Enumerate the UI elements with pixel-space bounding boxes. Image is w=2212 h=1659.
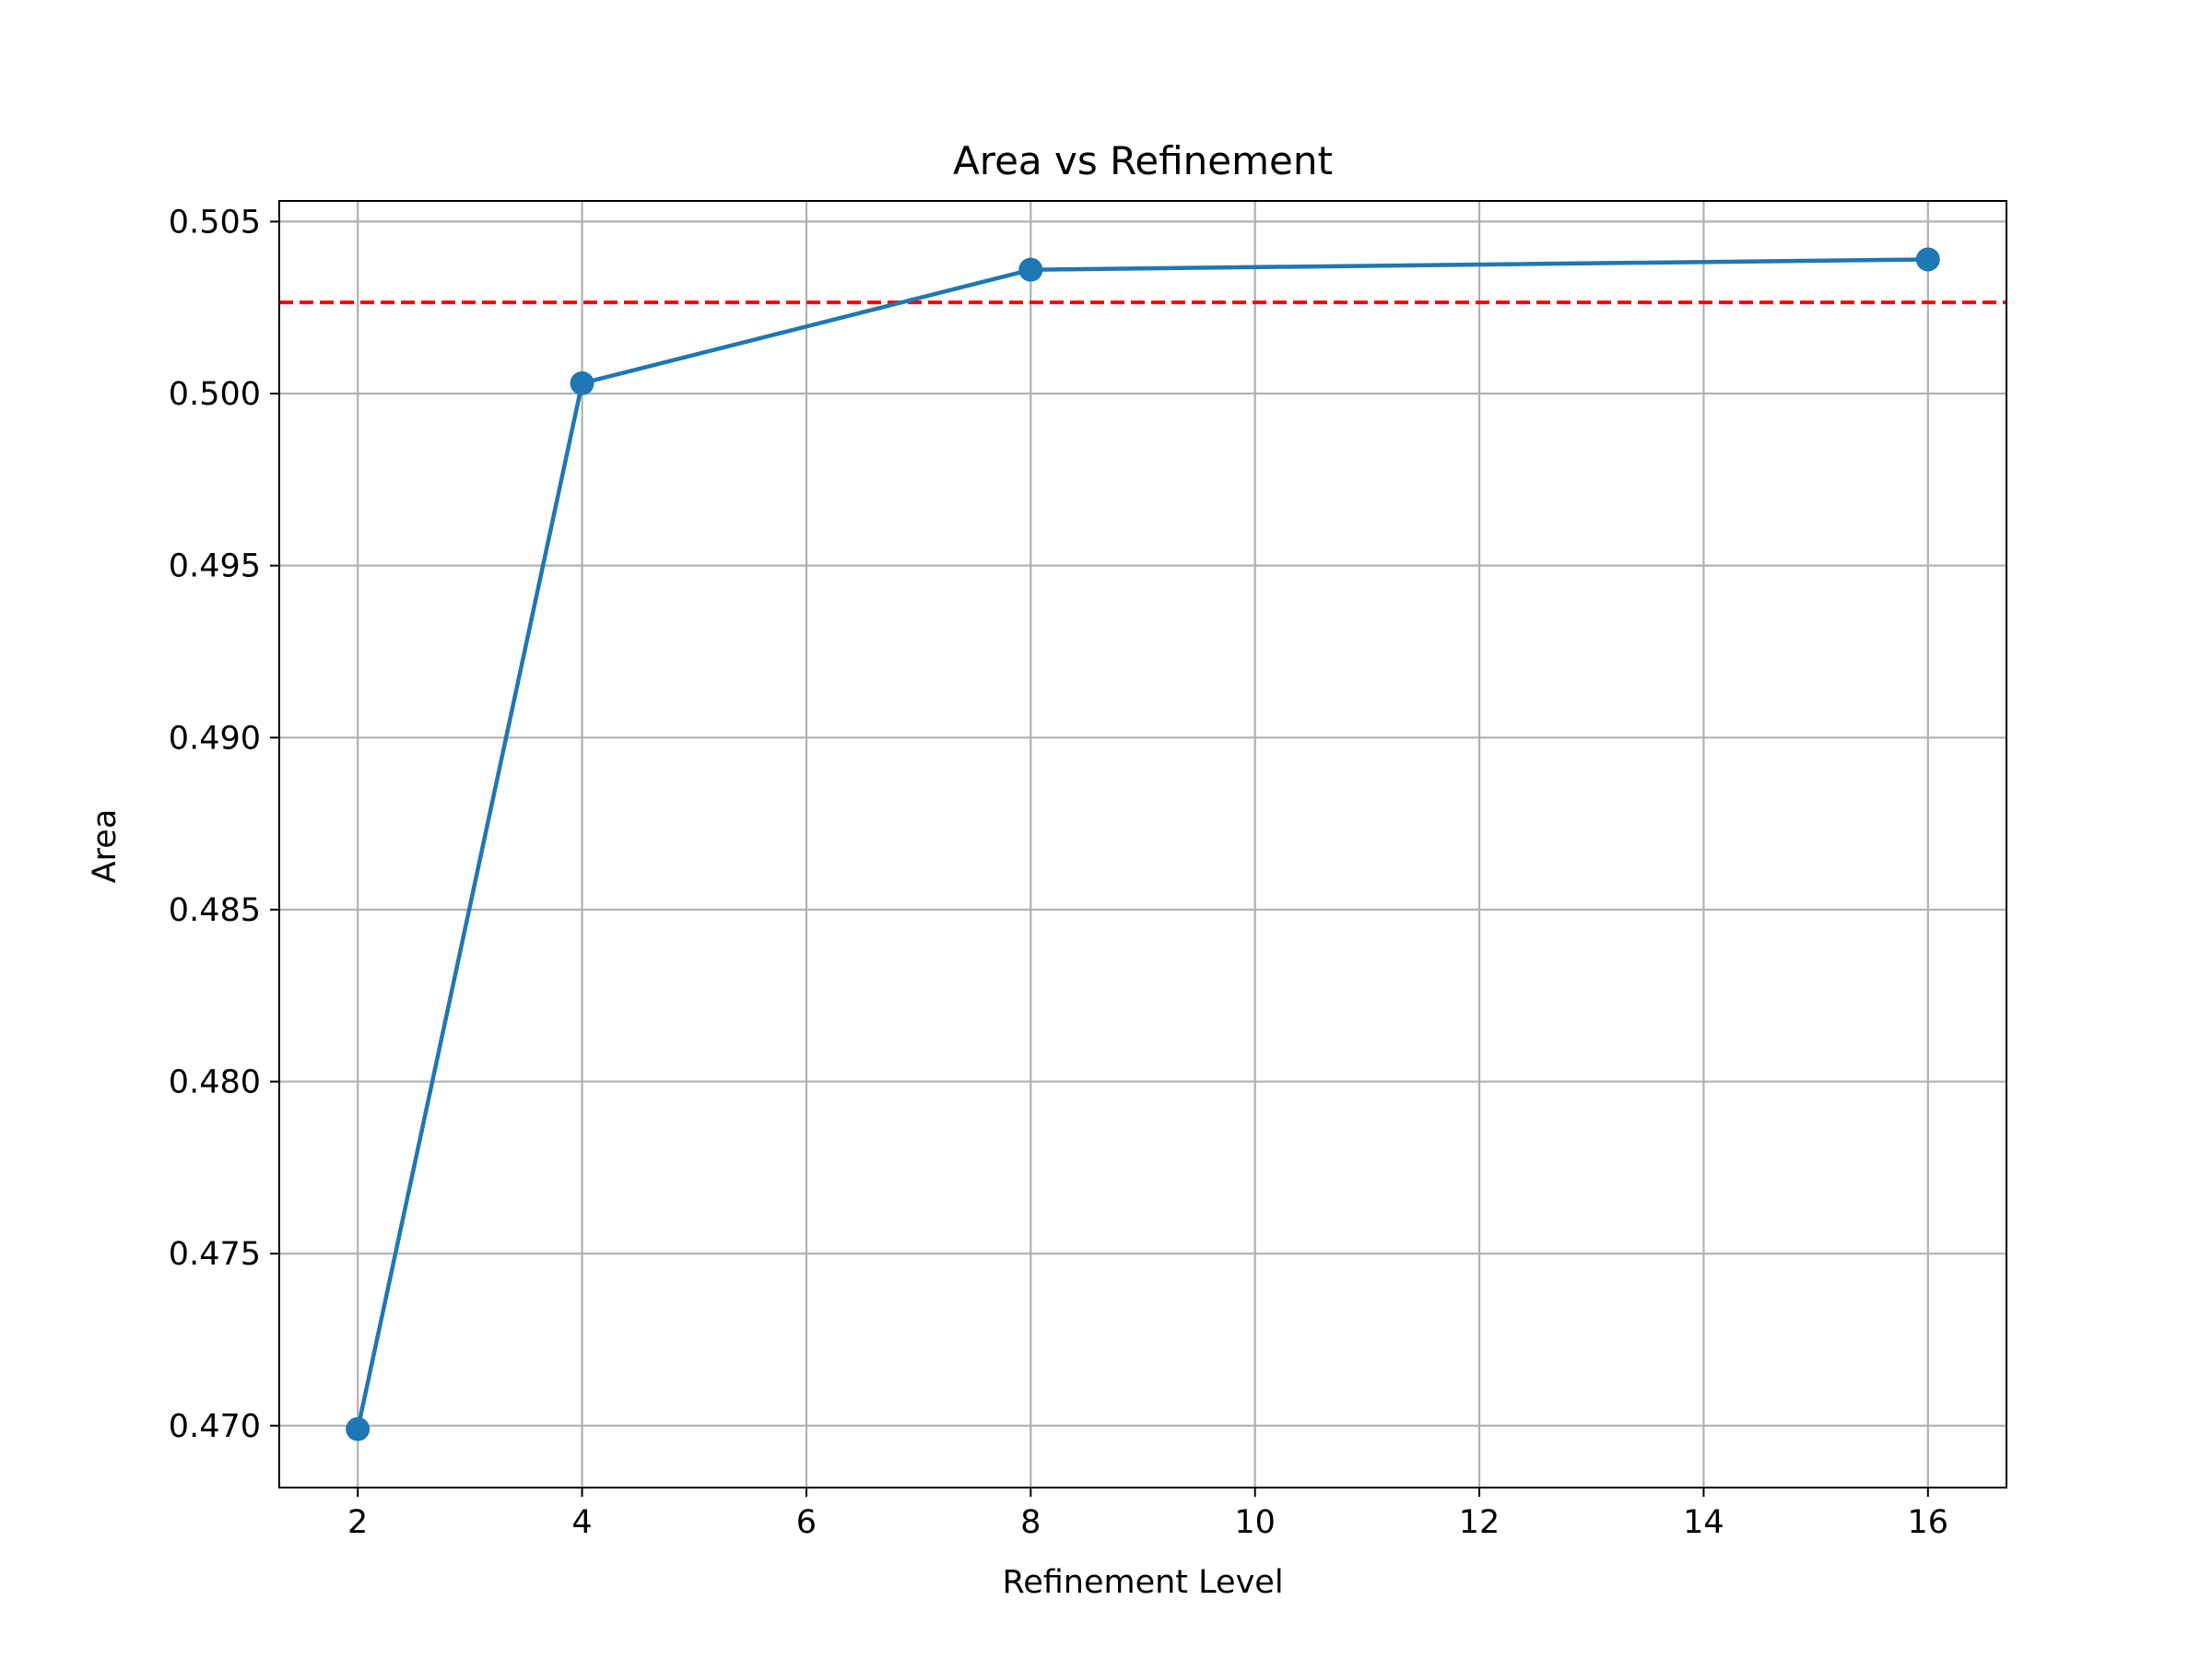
x-tick-label: 4 bbox=[571, 1504, 592, 1541]
y-axis-label: Area bbox=[87, 809, 124, 884]
y-tick-label: 0.480 bbox=[169, 1065, 261, 1101]
y-tick-label: 0.500 bbox=[169, 376, 261, 413]
x-tick-label: 10 bbox=[1234, 1504, 1276, 1541]
x-tick-label: 2 bbox=[347, 1504, 368, 1541]
data-series bbox=[346, 247, 1940, 1441]
x-tick-label: 16 bbox=[1908, 1504, 1949, 1541]
x-axis-ticks: 2 4 6 8 10 12 14 16 bbox=[347, 1488, 1948, 1541]
y-axis-ticks: 0.470 0.475 0.480 0.485 0.490 0.495 0.500 0.505 bbox=[169, 204, 279, 1445]
data-point bbox=[346, 1417, 371, 1441]
x-tick-label: 6 bbox=[796, 1504, 817, 1541]
data-point bbox=[1018, 257, 1043, 282]
x-tick-label: 8 bbox=[1020, 1504, 1041, 1541]
x-axis-label: Refinement Level bbox=[1002, 1564, 1283, 1601]
series-line bbox=[355, 257, 1928, 1430]
x-tick-label: 12 bbox=[1459, 1504, 1500, 1541]
chart-title: Area vs Refinement bbox=[953, 138, 1333, 183]
data-point bbox=[1915, 247, 1940, 272]
y-tick-label: 0.475 bbox=[169, 1236, 261, 1273]
y-tick-label: 0.495 bbox=[169, 548, 261, 585]
plot-frame bbox=[278, 200, 2007, 1488]
y-tick-label: 0.490 bbox=[169, 720, 261, 757]
grid-lines bbox=[279, 201, 2006, 1488]
data-point bbox=[570, 371, 594, 395]
y-tick-label: 0.505 bbox=[169, 204, 261, 241]
y-tick-label: 0.470 bbox=[169, 1408, 261, 1445]
y-tick-label: 0.485 bbox=[169, 892, 261, 929]
x-tick-label: 14 bbox=[1683, 1504, 1724, 1541]
